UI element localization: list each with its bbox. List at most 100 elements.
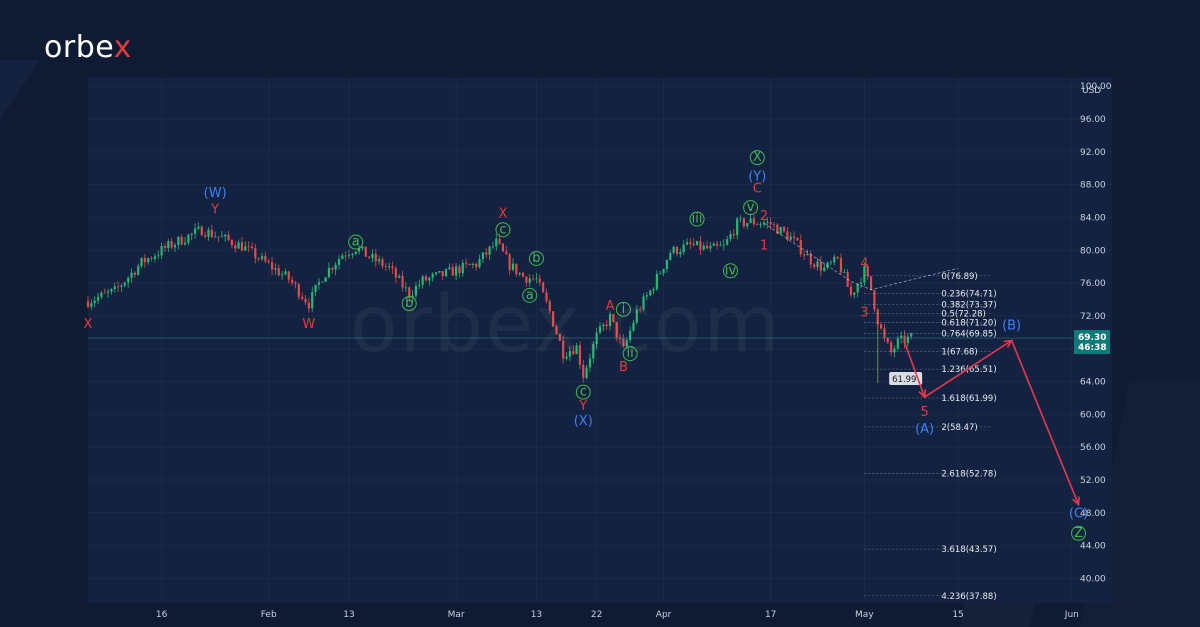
candle-body: [705, 245, 709, 249]
candle-body: [267, 261, 270, 263]
fib-label: 2.618(52.78): [941, 470, 996, 480]
candle-body: [826, 262, 829, 268]
candle-body: [823, 267, 826, 271]
candle-body: [444, 269, 448, 277]
candle-body: [280, 274, 284, 276]
candle-body: [592, 343, 595, 359]
current-price-value: 69.30: [1078, 333, 1106, 343]
candle-body: [200, 226, 203, 236]
candle-body: [428, 277, 431, 281]
candle-body: [404, 287, 408, 289]
candle-body: [575, 345, 578, 355]
candle-body: [839, 258, 843, 273]
candle-body: [816, 261, 819, 268]
wave-label: iii: [692, 212, 703, 227]
candle-body: [204, 235, 207, 237]
y-axis-unit: USD: [1082, 86, 1101, 96]
candle-body: [629, 330, 632, 340]
candle-body: [371, 253, 374, 258]
wave-label-circle: [401, 296, 417, 312]
y-tick-label: 56.00: [1080, 443, 1106, 453]
candle-body: [361, 246, 364, 249]
y-tick-label: 96.00: [1080, 115, 1106, 125]
candle-body: [270, 262, 274, 270]
x-tick-label: May: [855, 610, 874, 620]
wave-label: X: [499, 206, 508, 221]
candle-body: [143, 257, 146, 263]
wave-label: b: [532, 251, 540, 266]
candle-body: [260, 255, 264, 260]
candle-body: [291, 279, 294, 283]
candle-body: [719, 245, 722, 247]
candle-body: [327, 267, 331, 278]
wave-label: b: [405, 296, 413, 311]
candle-body: [652, 289, 655, 291]
candle-body: [906, 336, 909, 344]
candle-body: [431, 274, 434, 278]
candle-body: [518, 272, 521, 275]
candle-body: [230, 239, 233, 246]
candle-body: [746, 222, 749, 227]
wave-label: i: [622, 302, 626, 317]
candle-body: [411, 295, 414, 298]
candle-body: [254, 248, 257, 259]
candle-body: [100, 292, 103, 297]
y-tick-label: 80.00: [1080, 246, 1106, 256]
candle-body: [515, 263, 518, 275]
y-tick-label: 40.00: [1080, 574, 1106, 584]
hover-label: 61.99: [892, 375, 916, 385]
candle-body: [495, 238, 498, 247]
candle-body: [391, 266, 394, 269]
candle-body: [455, 266, 458, 276]
x-tick-label: Jun: [1064, 610, 1079, 620]
candle-body: [337, 258, 341, 265]
grid: [88, 78, 1112, 603]
wave-label: X: [84, 317, 93, 332]
candle-body: [572, 351, 575, 355]
candle-body: [679, 252, 682, 255]
candle-body: [585, 367, 588, 378]
candle-body: [297, 284, 300, 297]
wave-label: (W): [204, 186, 227, 201]
candle-body: [739, 218, 742, 220]
candle-body: [726, 239, 729, 245]
wave-label: a: [526, 288, 534, 303]
candle-body: [642, 296, 645, 310]
candle-body: [618, 337, 622, 339]
candle-body: [491, 246, 495, 248]
candle-body: [682, 244, 685, 253]
x-tick-label: 13: [531, 610, 542, 620]
candle-body: [662, 268, 665, 274]
candle-body: [247, 246, 250, 248]
candle-body: [505, 251, 508, 255]
candle-body: [237, 242, 240, 249]
candle-body: [127, 277, 130, 283]
candle-body: [331, 267, 334, 270]
candle-body: [903, 335, 906, 344]
candle-body: [588, 358, 592, 368]
candle-body: [103, 292, 106, 294]
candle-body: [886, 338, 889, 343]
candle-body: [140, 257, 143, 267]
y-tick-label: 60.00: [1080, 410, 1106, 420]
wave-label: Z: [1074, 526, 1083, 541]
candle-body: [401, 275, 404, 288]
y-tick-label: 88.00: [1080, 181, 1106, 191]
candle-body: [615, 321, 618, 338]
projection-segment: [903, 341, 926, 398]
candle-body: [702, 245, 705, 250]
candle-body: [220, 236, 223, 238]
candle-body: [123, 282, 126, 286]
candle-body: [813, 264, 816, 268]
candle-body: [796, 237, 799, 241]
y-tick-label: 48.00: [1080, 509, 1106, 519]
wave-label-circle: [1071, 525, 1087, 541]
candle-body: [90, 303, 93, 307]
candle-body: [153, 256, 157, 259]
candle-body: [752, 218, 756, 225]
wave-label-circle: [749, 150, 765, 166]
candle-body: [441, 270, 444, 277]
candle-body: [859, 282, 863, 284]
trend-line: [763, 222, 959, 291]
